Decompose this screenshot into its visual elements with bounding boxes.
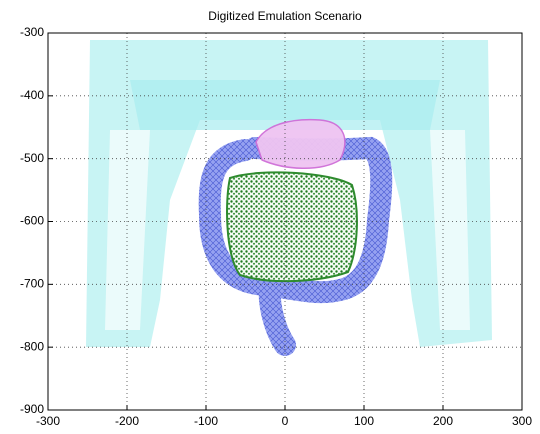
x-tick-label: 0 [282, 414, 289, 428]
stomach-mesh [255, 118, 346, 169]
chart-title: Digitized Emulation Scenario [208, 9, 362, 23]
x-tick-label: 100 [354, 414, 374, 428]
y-tick-label: -800 [20, 339, 44, 353]
y-tick-label: -900 [20, 402, 44, 416]
axes-box [47, 32, 523, 411]
x-tick-label: 200 [433, 414, 453, 428]
y-tick-label: -400 [20, 88, 44, 102]
x-tick-label: -100 [194, 414, 218, 428]
y-tick-label: -500 [20, 151, 44, 165]
x-tick-label: -300 [36, 414, 60, 428]
scene [86, 40, 492, 356]
y-tick-label: -700 [20, 277, 44, 291]
x-tick-label: -200 [115, 414, 139, 428]
y-tick-label: -600 [20, 214, 44, 228]
x-tick-label: 300 [512, 414, 532, 428]
y-tick-label: -300 [20, 25, 44, 39]
body-mesh [105, 130, 470, 330]
organ-points [226, 171, 358, 283]
